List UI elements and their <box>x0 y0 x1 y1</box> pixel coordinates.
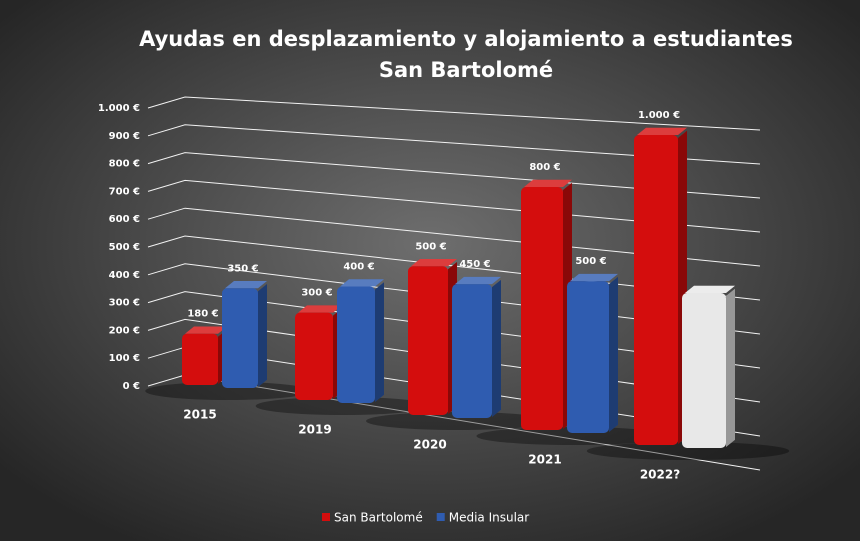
bar-top <box>411 259 457 267</box>
y-tick-label: 1.000 € <box>98 103 140 114</box>
bar-top-shade <box>524 179 572 187</box>
bar-top-shade <box>570 273 618 282</box>
value-label: 350 € <box>227 263 258 274</box>
bars: 180 € 350 € 2015 300 € 400 € 2019 500 € 450 € 20… <box>145 110 790 482</box>
bar-front <box>634 135 678 445</box>
value-label: 400 € <box>343 262 374 273</box>
bar-top-shade <box>340 279 384 287</box>
bar-shadow <box>255 397 431 415</box>
bar-top <box>570 273 618 282</box>
chart-title: San Bartolomé <box>379 58 553 82</box>
bar-top <box>455 276 501 285</box>
bar-top <box>185 326 227 334</box>
bar-shadow <box>586 442 790 460</box>
bar <box>682 285 735 448</box>
y-tick-label: 500 € <box>109 242 140 253</box>
bar-front <box>408 266 448 415</box>
bar-top <box>637 127 687 135</box>
bar-front <box>295 312 333 400</box>
bar-side <box>375 282 384 402</box>
x-tick-label: 2015 <box>183 408 216 422</box>
legend-marker <box>436 513 445 521</box>
y-tick-label: 100 € <box>109 353 140 364</box>
bar <box>452 276 501 418</box>
bar-top-shade <box>298 305 342 313</box>
bar-front <box>337 286 375 403</box>
bar-front <box>182 333 218 385</box>
value-label: 450 € <box>459 259 490 270</box>
bar-front <box>222 288 258 388</box>
y-tick-label: 600 € <box>109 214 140 225</box>
legend: San Bartolomé Media Insular <box>322 511 529 525</box>
bar-top <box>340 279 384 287</box>
x-tick-label: 2019 <box>298 423 331 437</box>
value-label: 180 € <box>187 309 218 320</box>
bar <box>182 326 227 385</box>
bar-top <box>298 305 342 313</box>
grid-line <box>147 152 761 199</box>
y-tick-label: 200 € <box>109 325 140 336</box>
bar-shadow <box>145 382 311 400</box>
bar-side-shade <box>258 284 267 387</box>
y-tick-label: 400 € <box>109 270 140 281</box>
value-label: 800 € <box>529 162 560 173</box>
bar <box>634 127 687 445</box>
bar-top <box>685 285 735 293</box>
value-label: 1.000 € <box>638 110 680 121</box>
bar-side <box>492 279 501 417</box>
x-tick-label: 2020 <box>413 438 446 452</box>
bar-top-shade <box>455 276 501 285</box>
bar-side-shade <box>492 279 501 417</box>
bar-top <box>225 281 267 289</box>
bar-top-shade <box>411 259 457 267</box>
bar <box>521 179 572 430</box>
value-label: 500 € <box>575 256 606 267</box>
bar <box>337 279 384 403</box>
y-tick-label: 300 € <box>109 298 140 309</box>
bar-side-shade <box>609 276 618 432</box>
bar-side <box>258 284 267 387</box>
grid-line <box>147 124 761 165</box>
bar-side-shade <box>726 288 735 447</box>
bar-top-shade <box>685 285 735 293</box>
bar-side-shade <box>375 282 384 402</box>
y-tick-label: 700 € <box>109 186 140 197</box>
chart-title: Ayudas en desplazamiento y alojamiento a… <box>139 27 793 51</box>
bar-shadow <box>476 427 670 445</box>
bar-shadow <box>366 412 550 430</box>
bar <box>222 281 267 388</box>
y-tick-label: 900 € <box>109 131 140 142</box>
bar-top-shade <box>637 127 687 135</box>
bar-front <box>521 187 563 430</box>
bar-top-shade <box>225 281 267 289</box>
bar <box>408 259 457 415</box>
bar-side <box>726 288 735 447</box>
grid-line <box>147 96 761 131</box>
bar-front <box>567 281 609 433</box>
legend-marker <box>322 513 330 521</box>
legend-label: San Bartolomé <box>334 511 423 525</box>
x-tick-label: 2022? <box>640 468 680 482</box>
legend-label: Media Insular <box>449 511 530 525</box>
bar-side <box>609 276 618 432</box>
x-tick-label: 2021 <box>528 453 561 467</box>
y-tick-label: 0 € <box>123 381 140 392</box>
value-label: 300 € <box>301 288 332 299</box>
bar-top <box>524 179 572 187</box>
y-tick-label: 800 € <box>109 159 140 170</box>
bar-front <box>452 284 492 418</box>
bar <box>295 305 342 400</box>
bar-top-shade <box>185 326 227 334</box>
value-label: 500 € <box>415 241 446 252</box>
bar <box>567 273 618 433</box>
bar-front <box>682 293 726 448</box>
